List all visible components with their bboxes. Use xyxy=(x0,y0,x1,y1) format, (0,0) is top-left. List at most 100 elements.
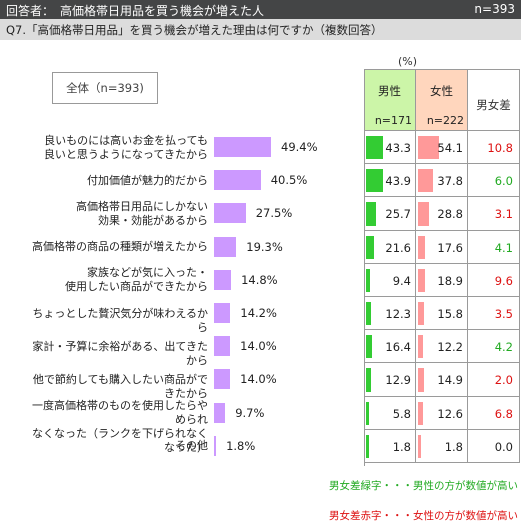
category-label: 家族などが気に入った・ 使用したい商品ができたから xyxy=(28,266,208,294)
overall-value-label: 40.5% xyxy=(270,173,308,188)
female-value: 18.9 xyxy=(437,273,463,288)
female-cell: 54.1 xyxy=(416,131,468,165)
overall-bar xyxy=(214,303,231,323)
male-value: 5.8 xyxy=(392,406,411,421)
overall-bar xyxy=(214,369,231,390)
diff-cell: 9.6 xyxy=(468,263,520,297)
female-cell: 12.2 xyxy=(416,330,468,364)
female-value: 17.6 xyxy=(437,240,463,255)
diff-value: 0.0 xyxy=(494,439,513,454)
diff-cell: 3.1 xyxy=(468,197,520,231)
question-text: Q7.「高価格帯日用品」を買う機会が増えた理由は何ですか（複数回答） xyxy=(6,23,383,37)
overall-bar xyxy=(214,203,246,224)
diff-cell: 4.2 xyxy=(468,330,520,364)
category-label-line: その他 xyxy=(175,439,208,453)
category-label: 高価格帯の商品の種類が増えたから xyxy=(28,240,208,254)
overall-bar xyxy=(214,336,231,357)
diff-cell: 6.0 xyxy=(468,164,520,198)
overall-bar xyxy=(214,137,271,157)
female-bar xyxy=(418,235,425,259)
category-label: 付加価値が魅力的だから xyxy=(28,174,208,188)
male-bar xyxy=(366,268,370,292)
overall-value-label: 19.3% xyxy=(246,239,283,254)
male-bar xyxy=(366,302,371,326)
female-value: 1.8 xyxy=(444,439,463,454)
female-cell: 18.9 xyxy=(416,263,468,297)
male-value: 16.4 xyxy=(385,340,411,355)
male-cell: 9.4 xyxy=(364,263,416,297)
female-value: 28.8 xyxy=(437,207,463,222)
male-cell: 43.9 xyxy=(364,164,416,198)
male-bar xyxy=(366,434,369,458)
female-value: 37.8 xyxy=(437,174,463,189)
female-bar xyxy=(418,202,430,226)
diff-value: 10.8 xyxy=(487,141,513,155)
female-bar xyxy=(418,434,421,458)
male-cell: 5.8 xyxy=(364,396,416,430)
overall-bar xyxy=(214,236,237,257)
overall-value-label: 14.2% xyxy=(240,306,277,320)
respondents-label: 回答者： 高価格帯日用品を買う機会が増えた人 xyxy=(6,4,265,18)
male-header: 男性 n=171 xyxy=(364,69,416,131)
table-left-border xyxy=(364,69,365,466)
female-value: 54.1 xyxy=(437,141,463,155)
overall-value-label: 49.4% xyxy=(281,140,318,154)
diff-cell: 10.8 xyxy=(468,131,520,165)
male-value: 43.9 xyxy=(385,174,411,189)
male-bar xyxy=(366,235,375,259)
female-value: 15.8 xyxy=(437,307,463,321)
male-cell: 43.3 xyxy=(364,131,416,165)
overall-value-label: 14.0% xyxy=(240,372,277,387)
category-label-line: 他で節約しても購入したい商品ができたから xyxy=(32,373,208,400)
category-label-line: 一度高価格帯のものを使用したらやめられ xyxy=(32,399,208,427)
male-value: 25.7 xyxy=(385,207,411,222)
female-value: 12.6 xyxy=(437,406,463,421)
category-label: 一度高価格帯のものを使用したらやめられ なくなった（ランクを下げられなくなった） xyxy=(28,399,208,455)
overall-bar xyxy=(214,170,261,191)
overall-value-label: 14.0% xyxy=(240,339,277,354)
overall-bar xyxy=(214,269,232,290)
category-label-line: 家族などが気に入った・ xyxy=(87,266,208,280)
category-label: 良いものには高いお金を払っても 良いと思うようになってきたから xyxy=(28,134,208,162)
diff-header: 男女差 xyxy=(468,69,520,131)
legend-red: 男女差赤字・・・女性の方が数値が高い xyxy=(329,510,518,522)
overall-value-label: 9.7% xyxy=(235,405,265,420)
male-bar xyxy=(366,368,371,392)
male-bar xyxy=(366,202,376,226)
category-label-line: 高価格帯日用品にしかない xyxy=(76,200,208,213)
category-label: 高価格帯日用品にしかない 効果・効能があるから xyxy=(28,200,208,228)
female-bar xyxy=(418,169,433,193)
male-cell: 12.9 xyxy=(364,363,416,397)
table-top-border xyxy=(364,69,520,70)
category-label-line: 効果・効能があるから xyxy=(98,214,208,227)
overall-value-label: 1.8% xyxy=(226,438,256,453)
diff-header-label: 男女差 xyxy=(476,98,511,112)
diff-cell: 2.0 xyxy=(468,363,520,397)
female-cell: 14.9 xyxy=(416,363,468,397)
category-label: 他で節約しても購入したい商品ができたから xyxy=(28,373,208,401)
female-n: n=222 xyxy=(426,114,464,127)
diff-value: 2.0 xyxy=(494,373,513,388)
male-value: 9.4 xyxy=(392,273,411,288)
category-label-line: 良いと思うようになってきたから xyxy=(43,147,208,161)
female-bar xyxy=(418,136,439,160)
overall-bar xyxy=(214,435,217,456)
unit-label: (%) xyxy=(398,55,418,68)
overall-value-label: 14.8% xyxy=(241,272,278,287)
male-bar xyxy=(366,401,369,425)
question-bar: Q7.「高価格帯日用品」を買う機会が増えた理由は何ですか（複数回答） xyxy=(0,19,521,40)
female-cell: 37.8 xyxy=(416,164,468,198)
diff-value: 4.1 xyxy=(494,240,513,255)
male-value: 12.3 xyxy=(385,307,411,321)
male-cell: 16.4 xyxy=(364,330,416,364)
category-label-line: 良いものには高いお金を払っても xyxy=(44,133,208,147)
male-cell: 21.6 xyxy=(364,230,416,264)
diff-value: 4.2 xyxy=(494,340,513,355)
female-cell: 1.8 xyxy=(416,429,468,463)
male-cell: 12.3 xyxy=(364,297,416,331)
diff-value: 9.6 xyxy=(494,273,513,288)
female-value: 14.9 xyxy=(437,373,463,388)
category-label-line: 家計・予算に余裕がある、出てきたから xyxy=(32,339,208,367)
female-bar xyxy=(418,368,424,392)
overall-value-label: 27.5% xyxy=(255,206,293,221)
